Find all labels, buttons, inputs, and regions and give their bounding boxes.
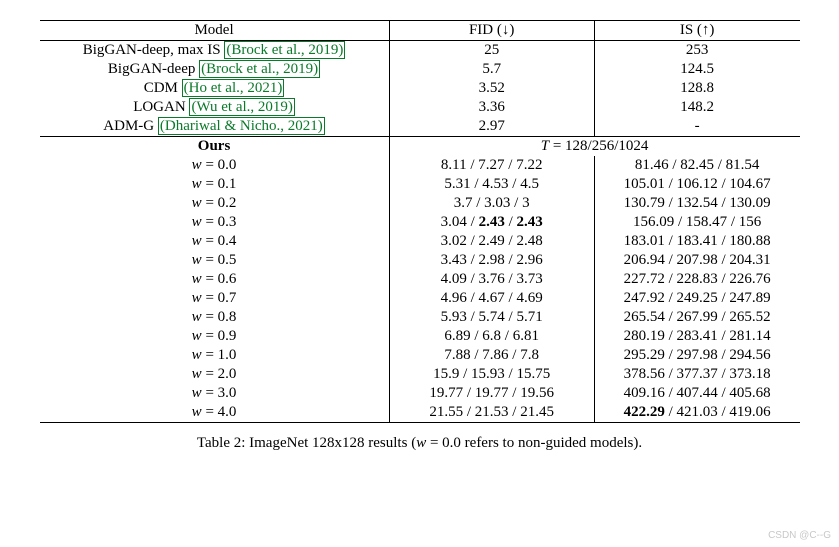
t-header: T = 128/256/1024 (389, 137, 799, 157)
ours-fid: 6.89 / 6.8 / 6.81 (389, 327, 594, 346)
ours-fid: 4.96 / 4.67 / 4.69 (389, 289, 594, 308)
ours-fid: 3.04 / 2.43 / 2.43 (389, 213, 594, 232)
citation: (Brock et al., 2019) (224, 41, 345, 59)
ours-w: w = 0.0 (40, 156, 390, 175)
table-caption: Table 2: ImageNet 128x128 results (w = 0… (30, 435, 809, 452)
ours-w: w = 0.3 (40, 213, 390, 232)
citation: (Brock et al., 2019) (199, 60, 320, 78)
baseline-fid: 25 (389, 41, 594, 61)
ours-is: 81.46 / 82.45 / 81.54 (594, 156, 799, 175)
ours-is: 247.92 / 249.25 / 247.89 (594, 289, 799, 308)
ours-w: w = 0.7 (40, 289, 390, 308)
ours-w: w = 2.0 (40, 365, 390, 384)
ours-w: w = 0.4 (40, 232, 390, 251)
ours-is: 280.19 / 283.41 / 281.14 (594, 327, 799, 346)
ours-fid: 3.7 / 3.03 / 3 (389, 194, 594, 213)
col-fid: FID (↓) (389, 21, 594, 41)
ours-is: 105.01 / 106.12 / 104.67 (594, 175, 799, 194)
ours-w: w = 1.0 (40, 346, 390, 365)
ours-w: w = 0.8 (40, 308, 390, 327)
ours-fid: 15.9 / 15.93 / 15.75 (389, 365, 594, 384)
ours-is: 422.29 / 421.03 / 419.06 (594, 403, 799, 423)
ours-fid: 3.43 / 2.98 / 2.96 (389, 251, 594, 270)
ours-fid: 4.09 / 3.76 / 3.73 (389, 270, 594, 289)
ours-is: 227.72 / 228.83 / 226.76 (594, 270, 799, 289)
citation: (Wu et al., 2019) (189, 98, 294, 116)
ours-is: 130.79 / 132.54 / 130.09 (594, 194, 799, 213)
baseline-is: 124.5 (594, 60, 799, 79)
baseline-fid: 3.36 (389, 98, 594, 117)
baseline-is: 253 (594, 41, 799, 61)
ours-w: w = 3.0 (40, 384, 390, 403)
ours-is: 378.56 / 377.37 / 373.18 (594, 365, 799, 384)
baseline-name: BigGAN-deep (Brock et al., 2019) (40, 60, 390, 79)
ours-fid: 5.31 / 4.53 / 4.5 (389, 175, 594, 194)
baseline-name: CDM (Ho et al., 2021) (40, 79, 390, 98)
ours-is: 206.94 / 207.98 / 204.31 (594, 251, 799, 270)
baseline-name: LOGAN (Wu et al., 2019) (40, 98, 390, 117)
citation: (Dhariwal & Nicho., 2021) (158, 117, 325, 135)
baseline-is: - (594, 117, 799, 137)
baseline-is: 148.2 (594, 98, 799, 117)
baseline-fid: 2.97 (389, 117, 594, 137)
baseline-fid: 3.52 (389, 79, 594, 98)
ours-is: 265.54 / 267.99 / 265.52 (594, 308, 799, 327)
col-model: Model (40, 21, 390, 41)
ours-fid: 7.88 / 7.86 / 7.8 (389, 346, 594, 365)
col-is: IS (↑) (594, 21, 799, 41)
ours-label: Ours (40, 137, 390, 157)
baseline-name: ADM-G (Dhariwal & Nicho., 2021) (40, 117, 390, 137)
results-table: ModelFID (↓)IS (↑) BigGAN-deep, max IS (B… (40, 20, 800, 423)
citation: (Ho et al., 2021) (182, 79, 285, 97)
ours-is: 156.09 / 158.47 / 156 (594, 213, 799, 232)
ours-is: 183.01 / 183.41 / 180.88 (594, 232, 799, 251)
ours-fid: 8.11 / 7.27 / 7.22 (389, 156, 594, 175)
ours-fid: 5.93 / 5.74 / 5.71 (389, 308, 594, 327)
baseline-is: 128.8 (594, 79, 799, 98)
ours-w: w = 0.2 (40, 194, 390, 213)
ours-w: w = 0.6 (40, 270, 390, 289)
watermark: CSDN @C--G (768, 530, 831, 541)
ours-w: w = 0.5 (40, 251, 390, 270)
ours-w: w = 4.0 (40, 403, 390, 423)
baseline-fid: 5.7 (389, 60, 594, 79)
ours-fid: 19.77 / 19.77 / 19.56 (389, 384, 594, 403)
ours-fid: 21.55 / 21.53 / 21.45 (389, 403, 594, 423)
baseline-name: BigGAN-deep, max IS (Brock et al., 2019) (40, 41, 390, 61)
ours-w: w = 0.1 (40, 175, 390, 194)
ours-fid: 3.02 / 2.49 / 2.48 (389, 232, 594, 251)
ours-w: w = 0.9 (40, 327, 390, 346)
ours-is: 409.16 / 407.44 / 405.68 (594, 384, 799, 403)
ours-is: 295.29 / 297.98 / 294.56 (594, 346, 799, 365)
